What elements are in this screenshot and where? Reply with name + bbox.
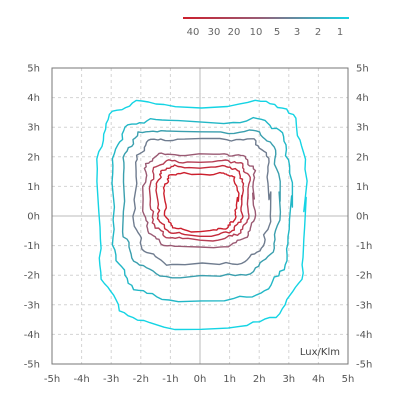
legend-label: 2 [315, 27, 321, 38]
x-tick-label: 0h [194, 374, 207, 385]
legend-label: 1 [337, 27, 343, 38]
x-tick-label: 3h [282, 374, 295, 385]
y-tick-label-left: 0h [27, 212, 40, 223]
y-tick-label-left: -5h [24, 360, 40, 371]
x-tick-label: -1h [162, 374, 178, 385]
contour-line [162, 171, 240, 233]
x-tick-label: -5h [44, 374, 60, 385]
legend-label: 3 [294, 27, 300, 38]
contour-line [96, 99, 308, 331]
y-tick-label-left: -1h [24, 241, 40, 252]
contour-line [142, 152, 257, 249]
x-tick-label: 2h [253, 374, 266, 385]
y-tick-label-right: -5h [356, 360, 372, 371]
y-tick-label-right: -1h [356, 241, 372, 252]
y-tick-label-right: 4h [356, 93, 369, 104]
y-tick-label-right: -4h [356, 330, 372, 341]
y-tick-label-left: -3h [24, 300, 40, 311]
y-tick-label-left: -2h [24, 271, 40, 282]
contour-line [121, 129, 282, 279]
contour-line [111, 116, 294, 303]
y-tick-label-left: 5h [27, 64, 40, 75]
x-tick-label: 1h [223, 374, 236, 385]
y-tick-label-right: 0h [356, 212, 369, 223]
legend-label: 5 [274, 27, 280, 38]
unit-label: Lux/Klm [300, 347, 340, 358]
legend: 40 30 20 10 5 3 2 1 [183, 17, 349, 38]
x-tick-label: -2h [133, 374, 149, 385]
contour-line [155, 164, 245, 237]
y-tick-label-left: 1h [27, 182, 40, 193]
y-tick-label-left: -4h [24, 330, 40, 341]
x-tick-label: 5h [342, 374, 355, 385]
contour-lines [96, 99, 308, 331]
x-tick-label: -3h [103, 374, 119, 385]
y-tick-label-left: 2h [27, 152, 40, 163]
legend-label: 30 [208, 27, 221, 38]
y-tick-label-right: 2h [356, 152, 369, 163]
y-tick-label-right: -2h [356, 271, 372, 282]
contour-line [148, 159, 251, 242]
y-tick-label-right: 1h [356, 182, 369, 193]
plot-frame [51, 67, 349, 365]
legend-label: 20 [228, 27, 241, 38]
legend-label: 40 [187, 27, 200, 38]
y-tick-label-left: 4h [27, 93, 40, 104]
contour-line [132, 137, 272, 266]
grid [52, 68, 348, 364]
x-tick-label: 4h [312, 374, 325, 385]
axis-ticks: -5h -4h -3h -2h -1h 0h 1h 2h 3h 4h 5h 5h 5h 4h 4h 3h 3h 2… [24, 64, 373, 386]
y-tick-label-right: 3h [356, 123, 369, 134]
y-tick-label-right: 5h [356, 64, 369, 75]
y-tick-label-left: 3h [27, 123, 40, 134]
legend-label: 10 [250, 27, 263, 38]
legend-color-bar [183, 17, 349, 19]
y-tick-label-right: -3h [356, 300, 372, 311]
x-tick-label: -4h [73, 374, 89, 385]
